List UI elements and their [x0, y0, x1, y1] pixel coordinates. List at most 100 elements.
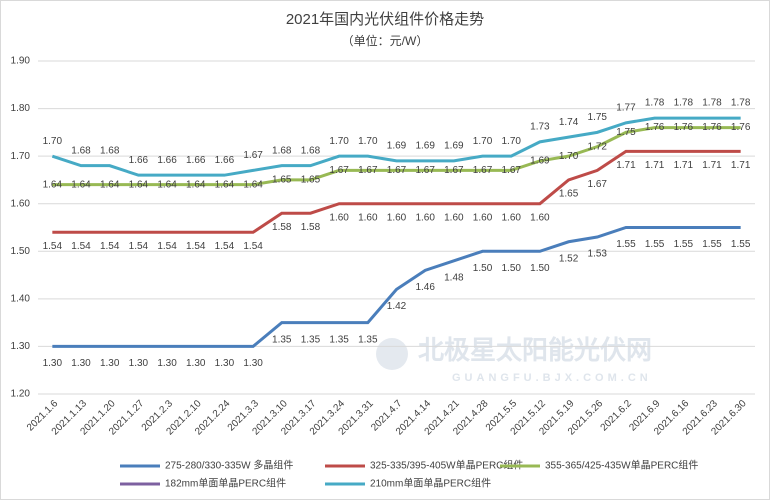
data-label: 1.68 — [272, 145, 292, 156]
data-label: 1.60 — [329, 212, 349, 223]
data-label: 1.60 — [473, 212, 493, 223]
data-label: 1.30 — [129, 358, 149, 369]
legend-label: 275-280/330-335W 多晶组件 — [165, 459, 293, 472]
legend-label: 325-335/395-405W单晶PERC组件 — [370, 459, 523, 472]
data-label: 1.60 — [415, 212, 435, 223]
y-tick-label: 1.70 — [11, 151, 31, 162]
data-label: 1.68 — [301, 145, 321, 156]
data-label: 1.75 — [616, 127, 636, 138]
y-tick-label: 1.50 — [11, 246, 31, 257]
data-label: 1.64 — [71, 179, 91, 190]
data-label: 1.53 — [588, 249, 608, 260]
data-label: 1.60 — [530, 212, 550, 223]
data-label: 1.58 — [272, 222, 292, 233]
data-label: 1.69 — [387, 141, 407, 152]
data-label: 1.55 — [731, 239, 751, 250]
data-label: 1.70 — [329, 136, 349, 147]
data-label: 1.71 — [645, 160, 665, 171]
data-label: 1.76 — [731, 122, 751, 133]
data-label: 1.76 — [702, 122, 722, 133]
series-line — [52, 149, 741, 234]
data-label: 1.35 — [358, 334, 378, 345]
data-label: 1.58 — [301, 222, 321, 233]
data-label: 1.48 — [444, 272, 464, 283]
data-label: 1.35 — [272, 334, 292, 345]
data-label: 1.55 — [616, 239, 636, 250]
series-line — [52, 226, 741, 348]
data-label: 1.60 — [387, 212, 407, 223]
watermark-logo — [376, 338, 408, 370]
data-label: 1.42 — [387, 301, 407, 312]
data-label: 1.30 — [157, 358, 177, 369]
legend-label: 182mm单面单晶PERC组件 — [165, 477, 286, 490]
data-label: 1.65 — [559, 189, 579, 200]
data-label: 1.71 — [674, 160, 694, 171]
data-label: 1.64 — [129, 179, 149, 190]
data-label: 1.69 — [444, 141, 464, 152]
data-label: 1.67 — [588, 179, 608, 190]
data-label: 1.67 — [473, 165, 493, 176]
data-label: 1.76 — [674, 122, 694, 133]
series-line — [51, 116, 741, 177]
data-label: 1.54 — [100, 241, 120, 252]
data-label: 1.54 — [43, 241, 63, 252]
data-label: 1.77 — [616, 102, 636, 113]
data-label: 1.72 — [588, 141, 608, 152]
data-label: 1.78 — [731, 98, 751, 109]
y-tick-label: 1.90 — [11, 56, 31, 67]
y-tick-label: 1.60 — [11, 198, 31, 209]
data-label: 1.76 — [645, 122, 665, 133]
data-label: 1.66 — [129, 155, 149, 166]
data-label: 1.67 — [358, 165, 378, 176]
data-label: 1.64 — [215, 179, 235, 190]
y-tick-label: 1.30 — [11, 341, 31, 352]
y-tick-label: 1.80 — [11, 103, 31, 114]
data-label: 1.55 — [645, 239, 665, 250]
legend-label: 355-365/425-435W单晶PERC组件 — [545, 459, 698, 472]
data-label: 1.66 — [215, 155, 235, 166]
data-label: 1.70 — [473, 136, 493, 147]
data-label: 1.70 — [559, 151, 579, 162]
data-label: 1.54 — [71, 241, 91, 252]
data-label: 1.67 — [415, 165, 435, 176]
watermark-subtitle: GUANGFU.BJX.COM.CN — [452, 372, 652, 384]
data-label: 1.78 — [674, 98, 694, 109]
data-label: 1.70 — [43, 136, 63, 147]
chart-subtitle: （单位：元/W） — [342, 33, 429, 48]
data-label: 1.67 — [501, 165, 521, 176]
data-label: 1.73 — [530, 122, 550, 133]
data-label: 1.60 — [358, 212, 378, 223]
data-label: 1.70 — [358, 136, 378, 147]
data-label: 1.30 — [186, 358, 206, 369]
data-label: 1.68 — [100, 145, 120, 156]
data-label: 1.78 — [702, 98, 722, 109]
data-label: 1.65 — [272, 175, 292, 186]
data-label: 1.64 — [100, 179, 120, 190]
data-label: 1.54 — [129, 241, 149, 252]
data-label: 1.74 — [559, 117, 579, 128]
data-label: 1.65 — [301, 175, 321, 186]
chart-title: 2021年国内光伏组件价格走势 — [286, 11, 484, 28]
data-label: 1.54 — [215, 241, 235, 252]
data-label: 1.64 — [157, 179, 177, 190]
data-label: 1.50 — [530, 263, 550, 274]
data-label: 1.68 — [71, 145, 91, 156]
data-label: 1.64 — [186, 179, 206, 190]
data-label: 1.75 — [588, 112, 608, 123]
data-label: 1.30 — [243, 358, 263, 369]
series-line — [52, 126, 741, 187]
data-label: 1.78 — [645, 98, 665, 109]
data-label: 1.30 — [43, 358, 63, 369]
data-label: 1.60 — [444, 212, 464, 223]
data-label: 1.67 — [387, 165, 407, 176]
data-label: 1.55 — [702, 239, 722, 250]
watermark-title: 北极星太阳能光伏网 — [418, 335, 652, 365]
data-label: 1.64 — [243, 179, 263, 190]
data-label: 1.54 — [186, 241, 206, 252]
data-label: 1.67 — [243, 150, 263, 161]
data-label: 1.64 — [43, 179, 63, 190]
data-label: 1.30 — [215, 358, 235, 369]
data-label: 1.71 — [702, 160, 722, 171]
